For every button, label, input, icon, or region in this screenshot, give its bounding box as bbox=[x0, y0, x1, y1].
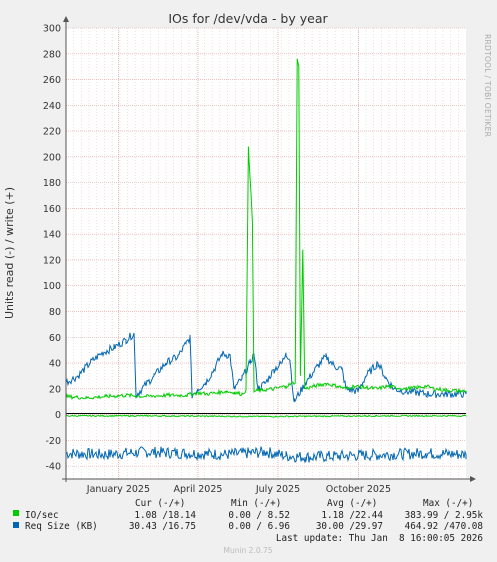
y-tick-label: 180 bbox=[43, 178, 61, 189]
y-tick-label: 0 bbox=[55, 410, 61, 421]
y-tick-label: 120 bbox=[43, 255, 61, 266]
legend-header-avg: Avg (-/+) bbox=[327, 498, 377, 509]
y-tick-label: 140 bbox=[43, 230, 61, 241]
legend-min-io: 0.00 / 8.52 bbox=[228, 510, 290, 521]
legend: Cur (-/+) Min (-/+) Avg (-/+) Max (-/+) … bbox=[13, 498, 483, 544]
footer: Munin 2.0.75 bbox=[223, 546, 272, 555]
legend-swatch-reqsize bbox=[13, 522, 19, 528]
y-tick-label: 60 bbox=[49, 333, 61, 344]
x-ticks: January 2025 April 2025 July 2025 October 2… bbox=[86, 484, 391, 495]
x-axis-arrow bbox=[470, 476, 476, 482]
x-tick-label: April 2025 bbox=[174, 484, 223, 495]
x-tick-label: January 2025 bbox=[86, 484, 150, 495]
y-tick-label: 20 bbox=[49, 384, 61, 395]
series-line-write bbox=[65, 58, 467, 400]
series-line-read bbox=[65, 446, 467, 463]
legend-min-reqsize: 0.00 / 6.96 bbox=[228, 521, 290, 532]
chart-title: IOs for /dev/vda - by year bbox=[168, 11, 328, 26]
y-tick-label: 160 bbox=[43, 204, 61, 215]
y-tick-label: 280 bbox=[43, 49, 61, 60]
legend-cur-io: 1.08 /18.14 bbox=[134, 510, 196, 521]
y-tick-label: 200 bbox=[43, 152, 61, 163]
y-tick-label: 300 bbox=[43, 24, 61, 35]
legend-name-io: IO/sec bbox=[25, 510, 59, 521]
series-line-read bbox=[65, 414, 467, 418]
x-tick-label: July 2025 bbox=[255, 484, 300, 495]
legend-avg-reqsize: 30.00 /29.97 bbox=[316, 521, 383, 532]
last-update: Last update: Thu Jan 8 16:00:05 2026 bbox=[276, 533, 483, 544]
side-label: RRDTOOL / TOBI OETIKER bbox=[483, 34, 492, 137]
legend-avg-io: 1.18 /22.44 bbox=[321, 510, 383, 521]
y-axis-label: Units read (-) / write (+) bbox=[3, 187, 16, 319]
legend-max-io: 383.99 / 2.95k bbox=[405, 510, 484, 521]
y-tick-label: 260 bbox=[43, 75, 61, 86]
legend-cur-reqsize: 30.43 /16.75 bbox=[129, 521, 196, 532]
legend-header-max: Max (-/+) bbox=[423, 498, 473, 509]
legend-header-cur: Cur (-/+) bbox=[135, 498, 185, 509]
legend-swatch-io bbox=[13, 510, 19, 516]
y-tick-label: 220 bbox=[43, 127, 61, 138]
y-tick-label: 80 bbox=[49, 307, 61, 318]
y-axis-arrow bbox=[63, 16, 69, 22]
legend-header-min: Min (-/+) bbox=[231, 498, 281, 509]
y-tick-label: -40 bbox=[45, 462, 61, 473]
y-ticks: 3002802602402202001801601401201008060402… bbox=[43, 24, 61, 473]
y-tick-label: 40 bbox=[49, 359, 61, 370]
y-tick-label: -20 bbox=[45, 436, 61, 447]
series bbox=[65, 58, 467, 463]
y-tick-label: 240 bbox=[43, 101, 61, 112]
series-line-write bbox=[65, 332, 467, 403]
legend-max-reqsize: 464.92 /470.08 bbox=[405, 521, 483, 532]
grid bbox=[66, 27, 466, 479]
y-tick-label: 100 bbox=[43, 281, 61, 292]
legend-name-reqsize: Req Size (KB) bbox=[25, 521, 98, 532]
x-tick-label: October 2025 bbox=[326, 484, 391, 495]
